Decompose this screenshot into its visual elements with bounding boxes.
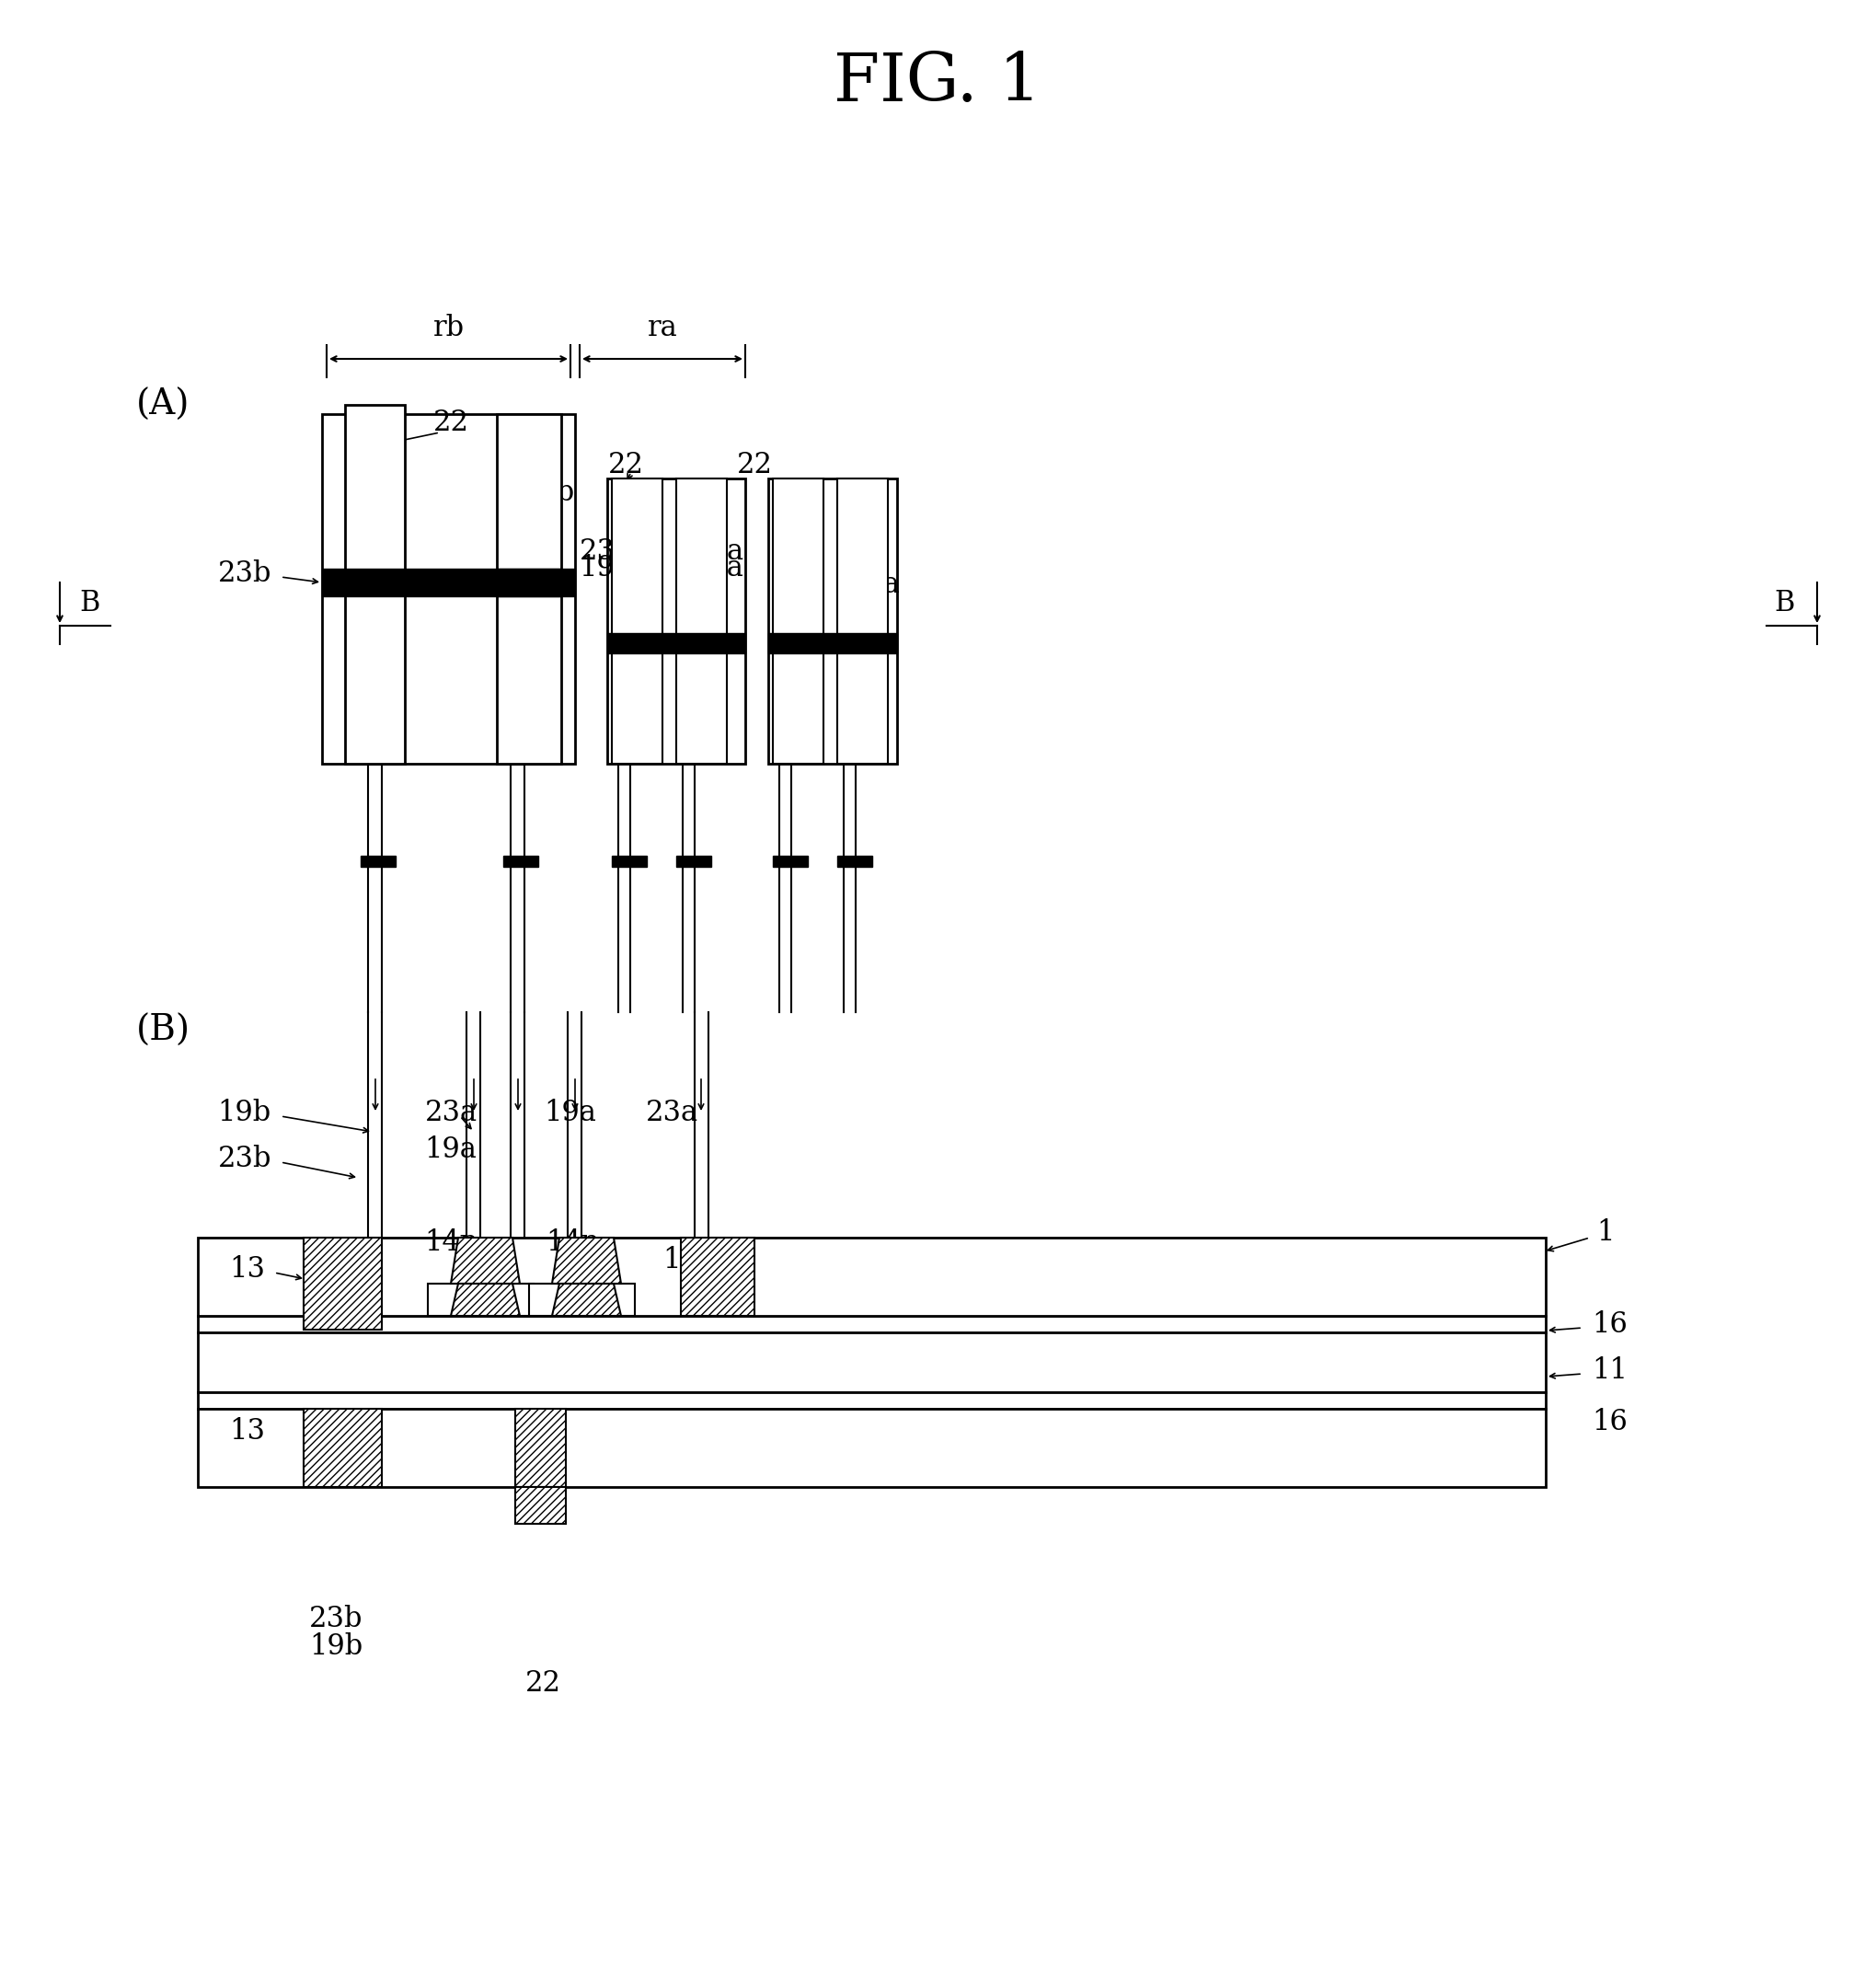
Bar [773,855,809,867]
Bar [675,855,711,867]
Bar [360,855,396,867]
Bar [612,855,647,867]
Text: 22: 22 [737,451,773,479]
Text: FIG. 1: FIG. 1 [833,51,1041,114]
Text: 1: 1 [1596,1218,1613,1248]
Text: (B): (B) [137,1013,191,1049]
Polygon shape [450,1283,520,1317]
Text: 11: 11 [1591,1356,1628,1386]
Text: ra: ra [647,313,677,343]
Text: rb: rb [433,313,463,343]
Text: 14: 14 [662,1246,698,1275]
Bar [769,479,897,763]
Text: 19a: 19a [848,570,900,599]
Text: 14p: 14p [546,1228,598,1256]
Text: (A): (A) [137,388,189,422]
Bar [497,570,561,597]
Bar [197,1317,1546,1332]
Bar [516,1486,567,1524]
Text: 22: 22 [608,451,643,479]
Bar [323,570,576,597]
Bar [773,479,824,763]
Text: 19a: 19a [424,1135,477,1165]
Text: 13: 13 [229,1417,265,1445]
Text: 16: 16 [1591,1407,1628,1437]
Bar [608,633,745,652]
Bar [428,1283,533,1317]
Bar [323,414,576,763]
Text: 23b: 23b [218,1145,272,1173]
Text: 13: 13 [525,1476,561,1506]
Polygon shape [552,1238,621,1283]
Bar [197,1332,1546,1392]
Text: 13: 13 [229,1256,265,1283]
Bar [769,633,897,652]
Text: 19b: 19b [522,479,574,507]
Bar [304,1409,383,1486]
Polygon shape [552,1283,621,1317]
Polygon shape [450,1238,520,1283]
Bar [304,1238,383,1330]
Text: 22: 22 [433,410,469,438]
Text: 14p: 14p [424,1228,478,1256]
Text: 23b: 23b [310,1604,362,1634]
Text: 19a: 19a [692,554,743,583]
Bar [529,1283,634,1317]
Text: B: B [1775,589,1795,617]
Bar [675,479,726,763]
Bar [608,479,745,763]
Bar [503,855,538,867]
Bar [197,1392,1546,1409]
Bar [497,414,561,763]
Text: 16: 16 [1591,1311,1628,1340]
Bar [837,855,872,867]
Bar [612,479,662,763]
Text: 23b: 23b [218,560,272,587]
Bar [197,1238,1546,1317]
Bar [681,1238,754,1317]
Bar [516,1409,567,1486]
Bar [837,479,887,763]
Text: 23a: 23a [645,1100,698,1127]
Text: 23a: 23a [424,1100,477,1127]
Text: 22: 22 [525,1669,561,1699]
Text: 23a: 23a [692,538,745,566]
Bar [197,1409,1546,1486]
Text: 19a: 19a [544,1100,597,1127]
Text: B: B [81,589,101,617]
Bar [345,404,405,763]
Text: 19b: 19b [310,1632,362,1662]
Text: 19a: 19a [580,554,632,583]
Text: 19b: 19b [218,1100,272,1127]
Text: 23a: 23a [580,538,632,566]
